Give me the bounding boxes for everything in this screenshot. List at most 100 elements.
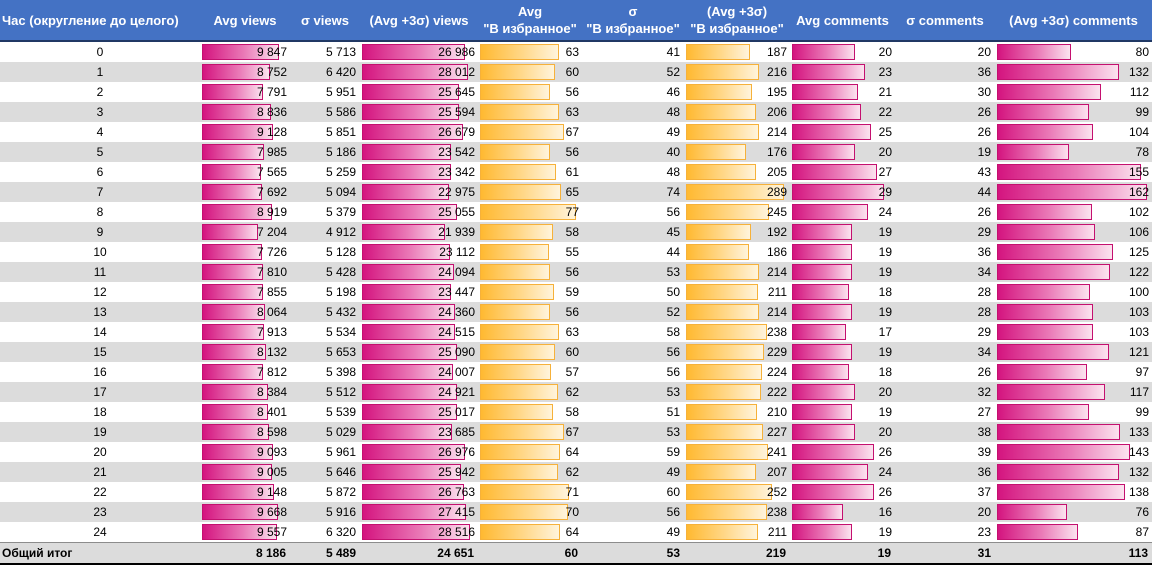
cell-sd-fav[interactable]: 49 [582, 462, 684, 482]
cell-avg3-views[interactable]: 24 360 [360, 302, 478, 322]
cell-hour[interactable]: 22 [0, 482, 200, 502]
cell-sd-views[interactable]: 5 029 [290, 422, 360, 442]
cell-avg3-fav[interactable]: 252 [684, 482, 790, 502]
total-avg-views[interactable]: 8 186 [200, 542, 290, 565]
cell-avg3-comments[interactable]: 103 [995, 322, 1152, 342]
cell-avg3-comments[interactable]: 117 [995, 382, 1152, 402]
cell-avg-views[interactable]: 9 847 [200, 41, 290, 62]
header-sd-comments[interactable]: σ comments [895, 0, 995, 42]
cell-avg-views[interactable]: 9 093 [200, 442, 290, 462]
header-avg-views[interactable]: Avg views [200, 0, 290, 42]
cell-avg3-fav[interactable]: 227 [684, 422, 790, 442]
cell-avg3-comments[interactable]: 78 [995, 142, 1152, 162]
total-label[interactable]: Общий итог [0, 542, 200, 565]
cell-avg-views[interactable]: 9 128 [200, 122, 290, 142]
cell-sd-views[interactable]: 5 398 [290, 362, 360, 382]
cell-avg3-comments[interactable]: 121 [995, 342, 1152, 362]
cell-avg-fav[interactable]: 63 [478, 322, 582, 342]
cell-sd-comments[interactable]: 20 [895, 41, 995, 62]
cell-avg-views[interactable]: 8 132 [200, 342, 290, 362]
cell-avg3-fav[interactable]: 211 [684, 282, 790, 302]
cell-avg-views[interactable]: 9 148 [200, 482, 290, 502]
cell-sd-views[interactable]: 5 851 [290, 122, 360, 142]
cell-avg3-views[interactable]: 26 763 [360, 482, 478, 502]
cell-avg-comments[interactable]: 16 [790, 502, 895, 522]
cell-hour[interactable]: 11 [0, 262, 200, 282]
cell-avg3-views[interactable]: 21 939 [360, 222, 478, 242]
header-hour[interactable]: Час (округление до целого) [0, 0, 200, 42]
cell-avg-fav[interactable]: 61 [478, 162, 582, 182]
cell-avg3-views[interactable]: 26 986 [360, 41, 478, 62]
cell-avg3-views[interactable]: 23 447 [360, 282, 478, 302]
cell-avg3-comments[interactable]: 100 [995, 282, 1152, 302]
cell-sd-comments[interactable]: 26 [895, 122, 995, 142]
cell-avg3-views[interactable]: 26 679 [360, 122, 478, 142]
cell-hour[interactable]: 8 [0, 202, 200, 222]
cell-sd-views[interactable]: 5 916 [290, 502, 360, 522]
cell-sd-comments[interactable]: 29 [895, 222, 995, 242]
cell-hour[interactable]: 21 [0, 462, 200, 482]
cell-avg-comments[interactable]: 24 [790, 462, 895, 482]
cell-sd-fav[interactable]: 56 [582, 502, 684, 522]
cell-avg3-comments[interactable]: 155 [995, 162, 1152, 182]
cell-hour[interactable]: 16 [0, 362, 200, 382]
cell-sd-fav[interactable]: 56 [582, 202, 684, 222]
cell-avg3-comments[interactable]: 97 [995, 362, 1152, 382]
cell-sd-views[interactable]: 6 320 [290, 522, 360, 543]
cell-avg3-comments[interactable]: 76 [995, 502, 1152, 522]
cell-hour[interactable]: 15 [0, 342, 200, 362]
cell-avg-views[interactable]: 9 005 [200, 462, 290, 482]
cell-avg3-fav[interactable]: 186 [684, 242, 790, 262]
cell-avg3-views[interactable]: 23 342 [360, 162, 478, 182]
cell-avg-fav[interactable]: 70 [478, 502, 582, 522]
cell-avg-comments[interactable]: 19 [790, 242, 895, 262]
total-avg3-views[interactable]: 24 651 [360, 542, 478, 565]
cell-avg-fav[interactable]: 56 [478, 142, 582, 162]
cell-hour[interactable]: 4 [0, 122, 200, 142]
cell-avg3-comments[interactable]: 99 [995, 102, 1152, 122]
cell-sd-comments[interactable]: 36 [895, 242, 995, 262]
cell-avg3-views[interactable]: 25 645 [360, 82, 478, 102]
cell-avg-fav[interactable]: 63 [478, 41, 582, 62]
cell-avg3-fav[interactable]: 176 [684, 142, 790, 162]
cell-avg-fav[interactable]: 64 [478, 522, 582, 543]
cell-avg3-fav[interactable]: 206 [684, 102, 790, 122]
cell-avg-comments[interactable]: 18 [790, 362, 895, 382]
cell-avg-fav[interactable]: 58 [478, 222, 582, 242]
cell-avg3-fav[interactable]: 205 [684, 162, 790, 182]
cell-avg-fav[interactable]: 64 [478, 442, 582, 462]
cell-avg3-fav[interactable]: 192 [684, 222, 790, 242]
cell-avg-views[interactable]: 8 598 [200, 422, 290, 442]
cell-hour[interactable]: 24 [0, 522, 200, 543]
cell-hour[interactable]: 18 [0, 402, 200, 422]
cell-sd-views[interactable]: 5 198 [290, 282, 360, 302]
cell-avg3-comments[interactable]: 138 [995, 482, 1152, 502]
cell-avg3-fav[interactable]: 207 [684, 462, 790, 482]
cell-avg-fav[interactable]: 59 [478, 282, 582, 302]
cell-sd-fav[interactable]: 48 [582, 102, 684, 122]
cell-avg-fav[interactable]: 63 [478, 102, 582, 122]
cell-avg3-comments[interactable]: 80 [995, 41, 1152, 62]
cell-avg3-comments[interactable]: 103 [995, 302, 1152, 322]
cell-sd-comments[interactable]: 26 [895, 362, 995, 382]
cell-hour[interactable]: 0 [0, 41, 200, 62]
cell-avg-views[interactable]: 7 726 [200, 242, 290, 262]
cell-avg-fav[interactable]: 60 [478, 342, 582, 362]
cell-avg3-comments[interactable]: 132 [995, 462, 1152, 482]
cell-avg-views[interactable]: 7 565 [200, 162, 290, 182]
cell-sd-fav[interactable]: 48 [582, 162, 684, 182]
cell-avg3-views[interactable]: 26 976 [360, 442, 478, 462]
cell-avg-comments[interactable]: 25 [790, 122, 895, 142]
cell-sd-comments[interactable]: 20 [895, 502, 995, 522]
cell-hour[interactable]: 1 [0, 62, 200, 82]
cell-avg-comments[interactable]: 23 [790, 62, 895, 82]
cell-avg-fav[interactable]: 71 [478, 482, 582, 502]
total-sd-favorites[interactable]: 53 [582, 542, 684, 565]
cell-avg-comments[interactable]: 17 [790, 322, 895, 342]
cell-sd-views[interactable]: 5 186 [290, 142, 360, 162]
cell-sd-comments[interactable]: 30 [895, 82, 995, 102]
cell-avg3-views[interactable]: 24 007 [360, 362, 478, 382]
cell-avg-views[interactable]: 7 855 [200, 282, 290, 302]
cell-avg3-views[interactable]: 27 415 [360, 502, 478, 522]
cell-sd-fav[interactable]: 46 [582, 82, 684, 102]
